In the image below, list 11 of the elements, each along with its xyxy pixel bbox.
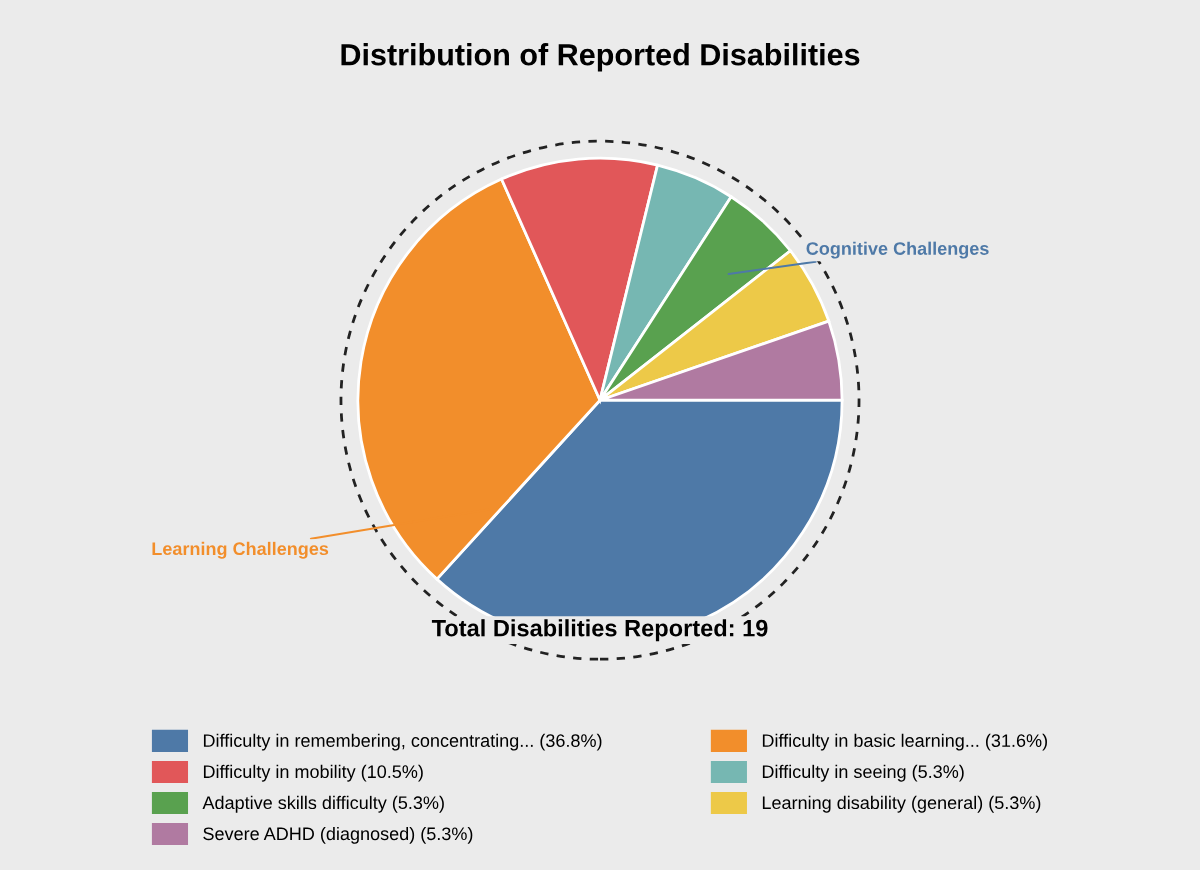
text: Learning Challenges [152, 541, 329, 559]
legend-label: Difficulty in basic learning... (31.6%) [762, 733, 1047, 751]
text: Total Disabilities Reported: 19 [431, 619, 768, 642]
chart-title: Distribution of Reported Disabilities [341, 43, 860, 72]
text: Cognitive Challenges [806, 241, 989, 259]
legend-label: Severe ADHD (diagnosed) (5.3%) [203, 826, 473, 844]
legend-label: Difficulty in mobility (10.5%) [203, 764, 423, 782]
legend-label: Difficulty in seeing (5.3%) [762, 764, 964, 782]
legend-label: Learning disability (general) (5.3%) [762, 795, 1041, 813]
legend-label: Difficulty in remembering, concentrating... (36.8%) [203, 733, 602, 751]
legend-label: Adaptive skills difficulty (5.3%) [202, 795, 444, 813]
